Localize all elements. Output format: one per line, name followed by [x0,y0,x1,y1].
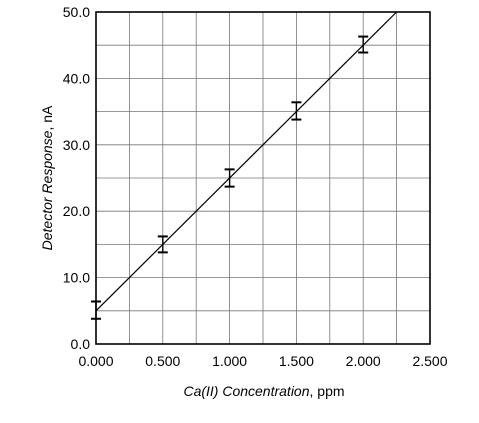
grid [96,12,430,344]
x-tick-label: 1.500 [279,353,314,369]
fit-line-group [95,11,398,312]
plot-frame [95,11,431,345]
y-tick-label: 20.0 [63,203,90,219]
x-tick-label: 1.000 [212,353,247,369]
x-tick-label: 0.500 [145,353,180,369]
y-axis-ticks: 0.0 10.0 20.0 30.0 40.0 50.0 [63,4,90,352]
fit-line [95,11,398,312]
y-tick-label: 0.0 [71,336,91,352]
y-axis-label: Detector Response, nA [39,105,55,250]
y-tick-label: 40.0 [63,70,90,86]
y-tick-label: 30.0 [63,137,90,153]
error-bar [224,168,235,188]
y-tick-label: 10.0 [63,270,90,286]
x-tick-label: 2.000 [346,353,381,369]
error-bar [291,101,302,121]
y-tick-label: 50.0 [63,4,90,20]
x-tick-label: 0.000 [78,353,113,369]
x-axis-label: Ca(II) Concentration, ppm [183,383,344,399]
error-bar [157,235,168,254]
x-tick-label: 2.500 [412,353,447,369]
error-bar [358,35,369,54]
x-axis-ticks: 0.000 0.500 1.000 1.500 2.000 2.500 [78,353,447,369]
